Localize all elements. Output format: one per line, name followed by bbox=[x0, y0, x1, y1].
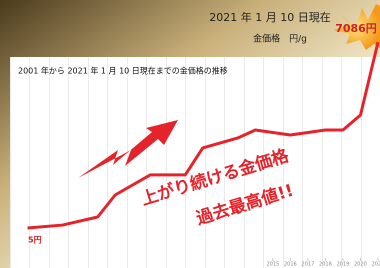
peak-label: 7086円 bbox=[335, 22, 377, 35]
x-tick-label: 2020 bbox=[354, 262, 367, 268]
x-tick-label: 2021 bbox=[372, 262, 380, 268]
x-tick-label: 2015 bbox=[266, 262, 279, 268]
chart: 2021 年 1 月 10 日現在 金価格 円/g 2001 年から 2021 … bbox=[0, 0, 380, 268]
x-tick-label: 2016 bbox=[284, 262, 297, 268]
title: 2021 年 1 月 10 日現在 bbox=[209, 10, 330, 24]
x-tick-label: 2018 bbox=[319, 262, 332, 268]
start-label: 5円 bbox=[28, 236, 42, 245]
x-tick-label: 2017 bbox=[302, 262, 315, 268]
chart-caption: 2001 年から 2021 年 1 月 10 日現在までの金価格の推移 bbox=[18, 66, 228, 76]
x-tick-label: 2019 bbox=[337, 262, 350, 268]
subtitle: 金価格 円/g bbox=[253, 33, 307, 45]
